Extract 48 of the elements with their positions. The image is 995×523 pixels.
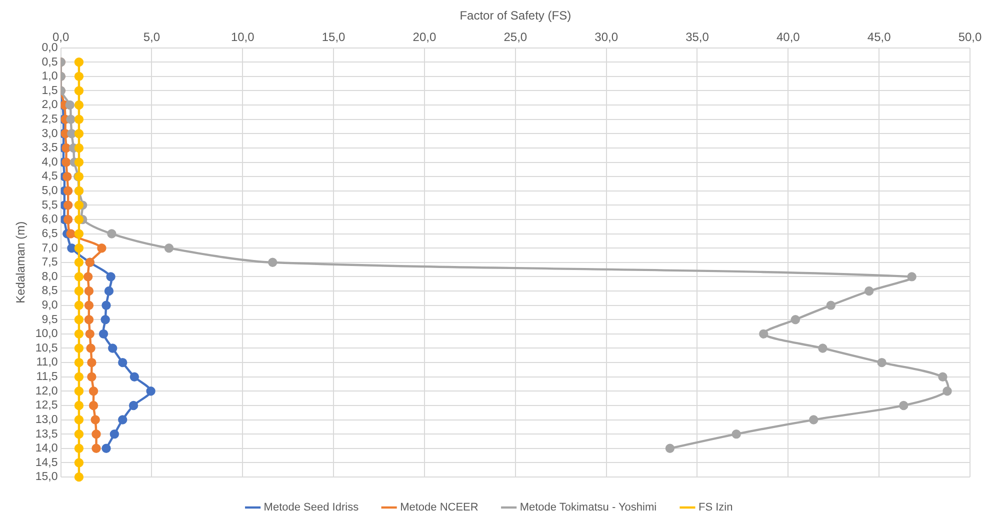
x-tick-label: 50,0 bbox=[958, 30, 982, 44]
x-axis-title: Factor of Safety (FS) bbox=[460, 8, 572, 23]
x-tick-label: 10,0 bbox=[230, 30, 255, 44]
x-tick-label: 5,0 bbox=[143, 30, 160, 44]
y-tick-label: 6,0 bbox=[42, 214, 58, 226]
y-tick-label: 7,0 bbox=[42, 242, 58, 254]
y-tick-label: 9,5 bbox=[42, 314, 58, 326]
y-tick-label: 12,5 bbox=[35, 400, 58, 412]
y-tick-label: 7,5 bbox=[42, 256, 58, 269]
y-tick-label: 1,0 bbox=[42, 70, 58, 83]
y-tick-label: 11,5 bbox=[36, 371, 58, 384]
y-tick-label: 1,5 bbox=[42, 84, 58, 97]
y-tick-label: 6,5 bbox=[42, 228, 58, 240]
x-tick-label: 40,0 bbox=[776, 30, 800, 44]
y-tick-label: 13,5 bbox=[35, 428, 58, 440]
legend-label: Metode Seed Idriss bbox=[264, 502, 360, 514]
y-tick-label: 0,5 bbox=[42, 56, 58, 68]
x-tick-label: 25,0 bbox=[504, 30, 528, 44]
x-tick-label: 15,0 bbox=[322, 30, 346, 44]
legend-label: Metode NCEER bbox=[400, 502, 478, 514]
y-tick-label: 14,0 bbox=[35, 442, 58, 455]
x-tick-label: 35,0 bbox=[686, 30, 710, 44]
y-tick-label: 5,5 bbox=[42, 199, 58, 212]
y-tick-label: 15,0 bbox=[35, 471, 58, 484]
y-tick-label: 11,0 bbox=[36, 356, 58, 369]
y-tick-label: 10,5 bbox=[35, 342, 58, 354]
y-axis-title: Kedalaman (m) bbox=[14, 221, 28, 304]
legend-label: Metode Tokimatsu - Yoshimi bbox=[520, 502, 657, 514]
y-tick-label: 0,0 bbox=[42, 42, 58, 54]
y-tick-label: 13,0 bbox=[35, 414, 58, 426]
y-tick-label: 3,5 bbox=[42, 142, 58, 154]
y-tick-label: 10,0 bbox=[35, 328, 58, 340]
y-tick-label: 3,0 bbox=[42, 128, 58, 140]
y-tick-label: 4,5 bbox=[42, 170, 58, 183]
y-tick-label: 4,0 bbox=[42, 156, 58, 168]
y-tick-label: 9,0 bbox=[42, 299, 58, 312]
x-tick-label: 30,0 bbox=[594, 30, 618, 44]
y-tick-label: 2,0 bbox=[42, 99, 58, 112]
x-tick-label: 0,0 bbox=[52, 30, 70, 44]
y-tick-label: 8,0 bbox=[42, 270, 58, 283]
y-tick-label: 5,0 bbox=[42, 185, 58, 198]
x-tick-label: 45,0 bbox=[867, 30, 892, 44]
y-tick-label: 12,0 bbox=[35, 385, 58, 398]
y-tick-label: 8,5 bbox=[42, 285, 58, 298]
y-tick-label: 14,5 bbox=[35, 456, 58, 469]
y-tick-label: 2,5 bbox=[42, 114, 58, 126]
legend-label: FS Izin bbox=[698, 502, 733, 514]
x-tick-label: 20,0 bbox=[412, 30, 436, 44]
